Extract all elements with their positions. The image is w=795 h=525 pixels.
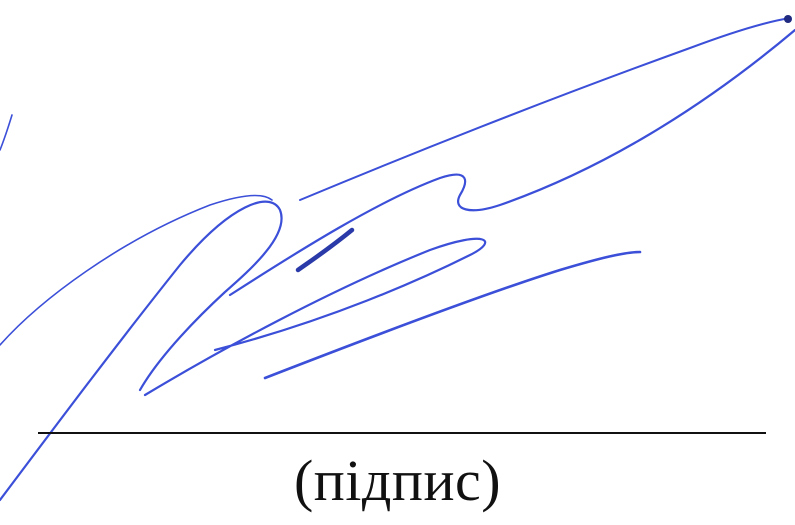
signature-stroke-arc (0, 194, 273, 346)
signature-stroke-loop (228, 28, 795, 297)
signature-caption: (підпис) (293, 448, 502, 513)
signature-stroke-heavy (295, 227, 355, 273)
signature-stroke-flourish (263, 250, 642, 380)
signature-stroke-main (0, 200, 283, 502)
signature-stroke-return (143, 237, 487, 397)
signature-stroke-tick (0, 114, 13, 151)
signature-stroke-upper (299, 17, 791, 201)
signature-pen-dot (784, 15, 792, 23)
signature-line (38, 432, 766, 434)
